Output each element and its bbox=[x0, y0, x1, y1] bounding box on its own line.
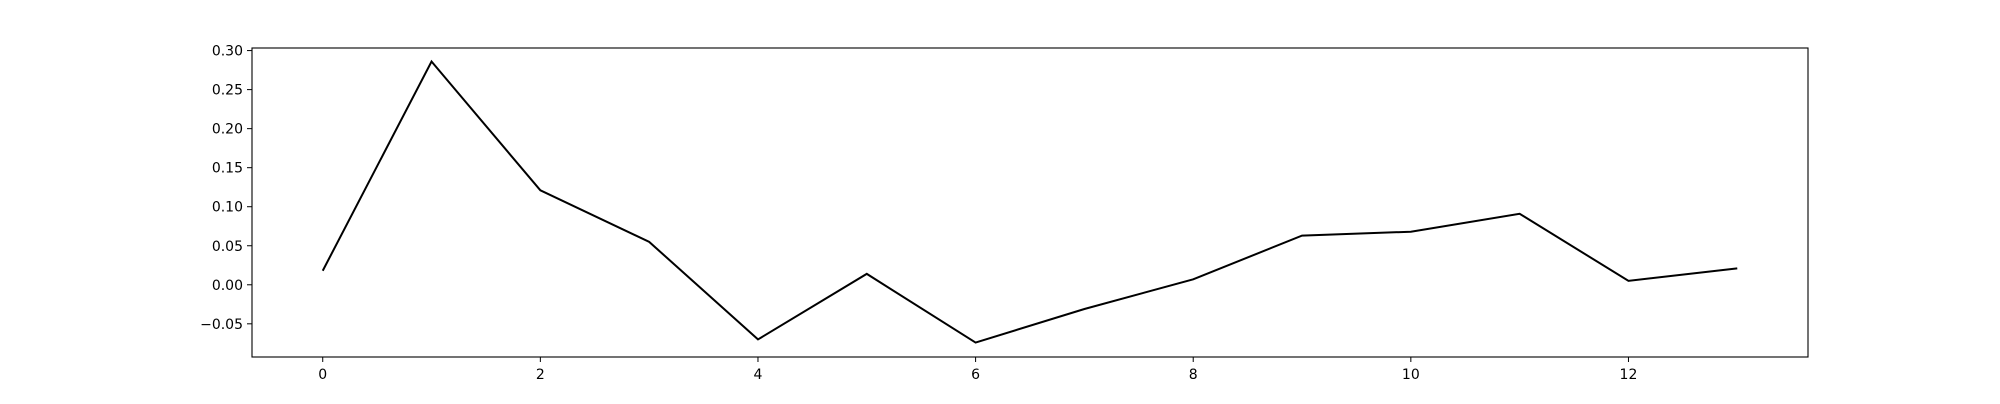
y-tick-label: 0.20 bbox=[212, 122, 243, 138]
x-tick-label: 8 bbox=[1189, 367, 1198, 383]
x-tick-label: 10 bbox=[1402, 367, 1420, 383]
x-tick-label: 2 bbox=[536, 367, 545, 383]
y-tick-label: 0.00 bbox=[212, 278, 243, 294]
y-tick-label: −0.05 bbox=[200, 317, 243, 333]
x-tick-label: 12 bbox=[1620, 367, 1638, 383]
y-tick-label: 0.30 bbox=[212, 44, 243, 60]
y-tick-label: 0.25 bbox=[212, 83, 243, 99]
y-tick-label: 0.10 bbox=[212, 200, 243, 216]
x-tick-label: 6 bbox=[971, 367, 980, 383]
y-tick-label: 0.15 bbox=[212, 161, 243, 177]
x-tick-label: 4 bbox=[754, 367, 763, 383]
x-tick-label: 0 bbox=[318, 367, 327, 383]
y-tick-label: 0.05 bbox=[212, 239, 243, 255]
